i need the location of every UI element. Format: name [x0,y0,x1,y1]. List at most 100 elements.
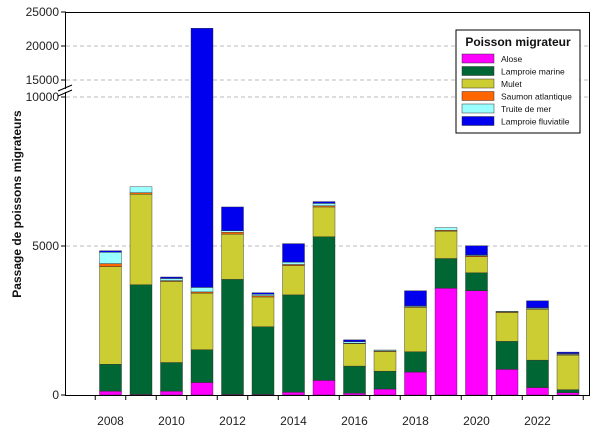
bar-segment [251,294,275,296]
x-tick-label: 2010 [158,414,185,428]
bars [99,28,580,396]
bar-segment [526,359,549,388]
bar-segment [282,243,305,263]
bar-segment [556,389,580,393]
y-tick-label: 20000 [26,39,60,53]
bar-segment [221,279,244,395]
bar-segment [495,369,519,396]
x-tick-label: 2012 [219,414,246,428]
bar-segment [160,276,183,279]
bar-segment [373,351,397,372]
bar-segment [282,392,305,396]
bar-segment [99,263,122,267]
bar-segment [99,390,122,396]
legend-swatch [461,66,495,76]
bar-segment [434,230,458,259]
bar-segment [221,232,244,235]
bar-segment [129,186,153,193]
legend-label: Mulet [501,79,522,89]
legend-label: Alose [501,54,523,64]
bar-segment [99,252,122,264]
bar-segment [404,351,427,373]
bar-segment [312,236,336,381]
bar-segment [526,387,549,396]
legend-items: Alose Lamproie marine Mulet Saumon atlantiq… [461,53,572,127]
bar-segment [251,326,275,395]
bar-segment [343,393,366,396]
bar-segment [434,227,458,231]
bar-segment [190,292,214,350]
y-tick-label: 25000 [26,5,60,19]
legend-swatch [461,78,495,89]
bar-segment [343,365,366,394]
axis-break-mark [57,89,73,97]
bar-segment [251,292,275,295]
legend-swatch [461,103,495,114]
bar-segment [282,265,305,296]
bar-segment [99,364,122,392]
bar-segment [282,261,305,265]
bar-segment [99,266,122,365]
bar-segment [373,388,397,396]
x-tick-label: 2022 [524,414,551,428]
bar-segment [434,288,458,396]
legend-swatch [461,53,495,64]
bar-segment [160,281,183,363]
bar-segment [556,354,580,390]
bar-segment [556,392,580,396]
x-tick-label: 2020 [463,414,490,428]
bar-segment [312,201,336,204]
x-tick-label: 2008 [97,414,124,428]
bar-segment [312,203,336,206]
bar-segment [343,339,366,342]
bar-segment [526,308,549,361]
x-tick-label: 2016 [341,414,368,428]
bar-segment [465,245,488,256]
bar-segment [99,250,122,253]
bar-segment [221,233,244,280]
bar-segment [160,390,183,396]
bar-segment [465,256,488,274]
legend-title: Poisson migrateur [465,35,571,49]
bar-segment [434,258,458,289]
bar-segment [495,312,519,342]
bar-segment [190,287,214,293]
y-tick-label: 10000 [26,90,60,104]
legend-swatch [461,91,495,101]
bar-segment [312,380,336,396]
bar-segment [190,382,214,396]
bar-segment [373,349,397,352]
bar-segment [495,311,519,313]
bar-segment [404,371,427,396]
y-tick-label: 5000 [32,239,59,253]
bar-segment [495,341,519,370]
y-tick-label: 0 [52,388,59,402]
bar-segment [343,343,366,367]
bar-segment [282,294,305,393]
x-axis: 2008 2010 2012 2014 2016 2018 2020 2022 [94,395,584,428]
bar-segment [221,230,244,233]
legend-label: Lamproie fluviatile [501,117,570,127]
bar-segment [373,370,397,390]
bar-segment [221,206,244,232]
y-axis-label: Passage de poissons migrateurs [10,110,24,298]
bar-segment [404,307,427,352]
legend-label: Saumon atlantique [501,92,572,102]
bar-segment [190,349,214,383]
bar-segment [160,362,183,392]
x-tick-label: 2014 [280,414,307,428]
y-axis: 0 5000 10000 15000 20000 25000 [26,5,73,402]
bar-segment [251,296,275,327]
x-tick-label: 2018 [402,414,429,428]
bar-segment [556,351,580,354]
bar-segment [312,206,336,237]
legend-label: Lamproie marine [501,67,565,77]
y-tick-label: 15000 [26,73,60,87]
bar-segment [465,290,488,396]
bar-segment [160,278,183,281]
bar-segment [404,290,427,307]
legend: Poisson migrateur Alose Lamproie marine Mu… [455,29,581,134]
axis-break-mark [57,84,73,92]
bar-segment [129,193,153,285]
